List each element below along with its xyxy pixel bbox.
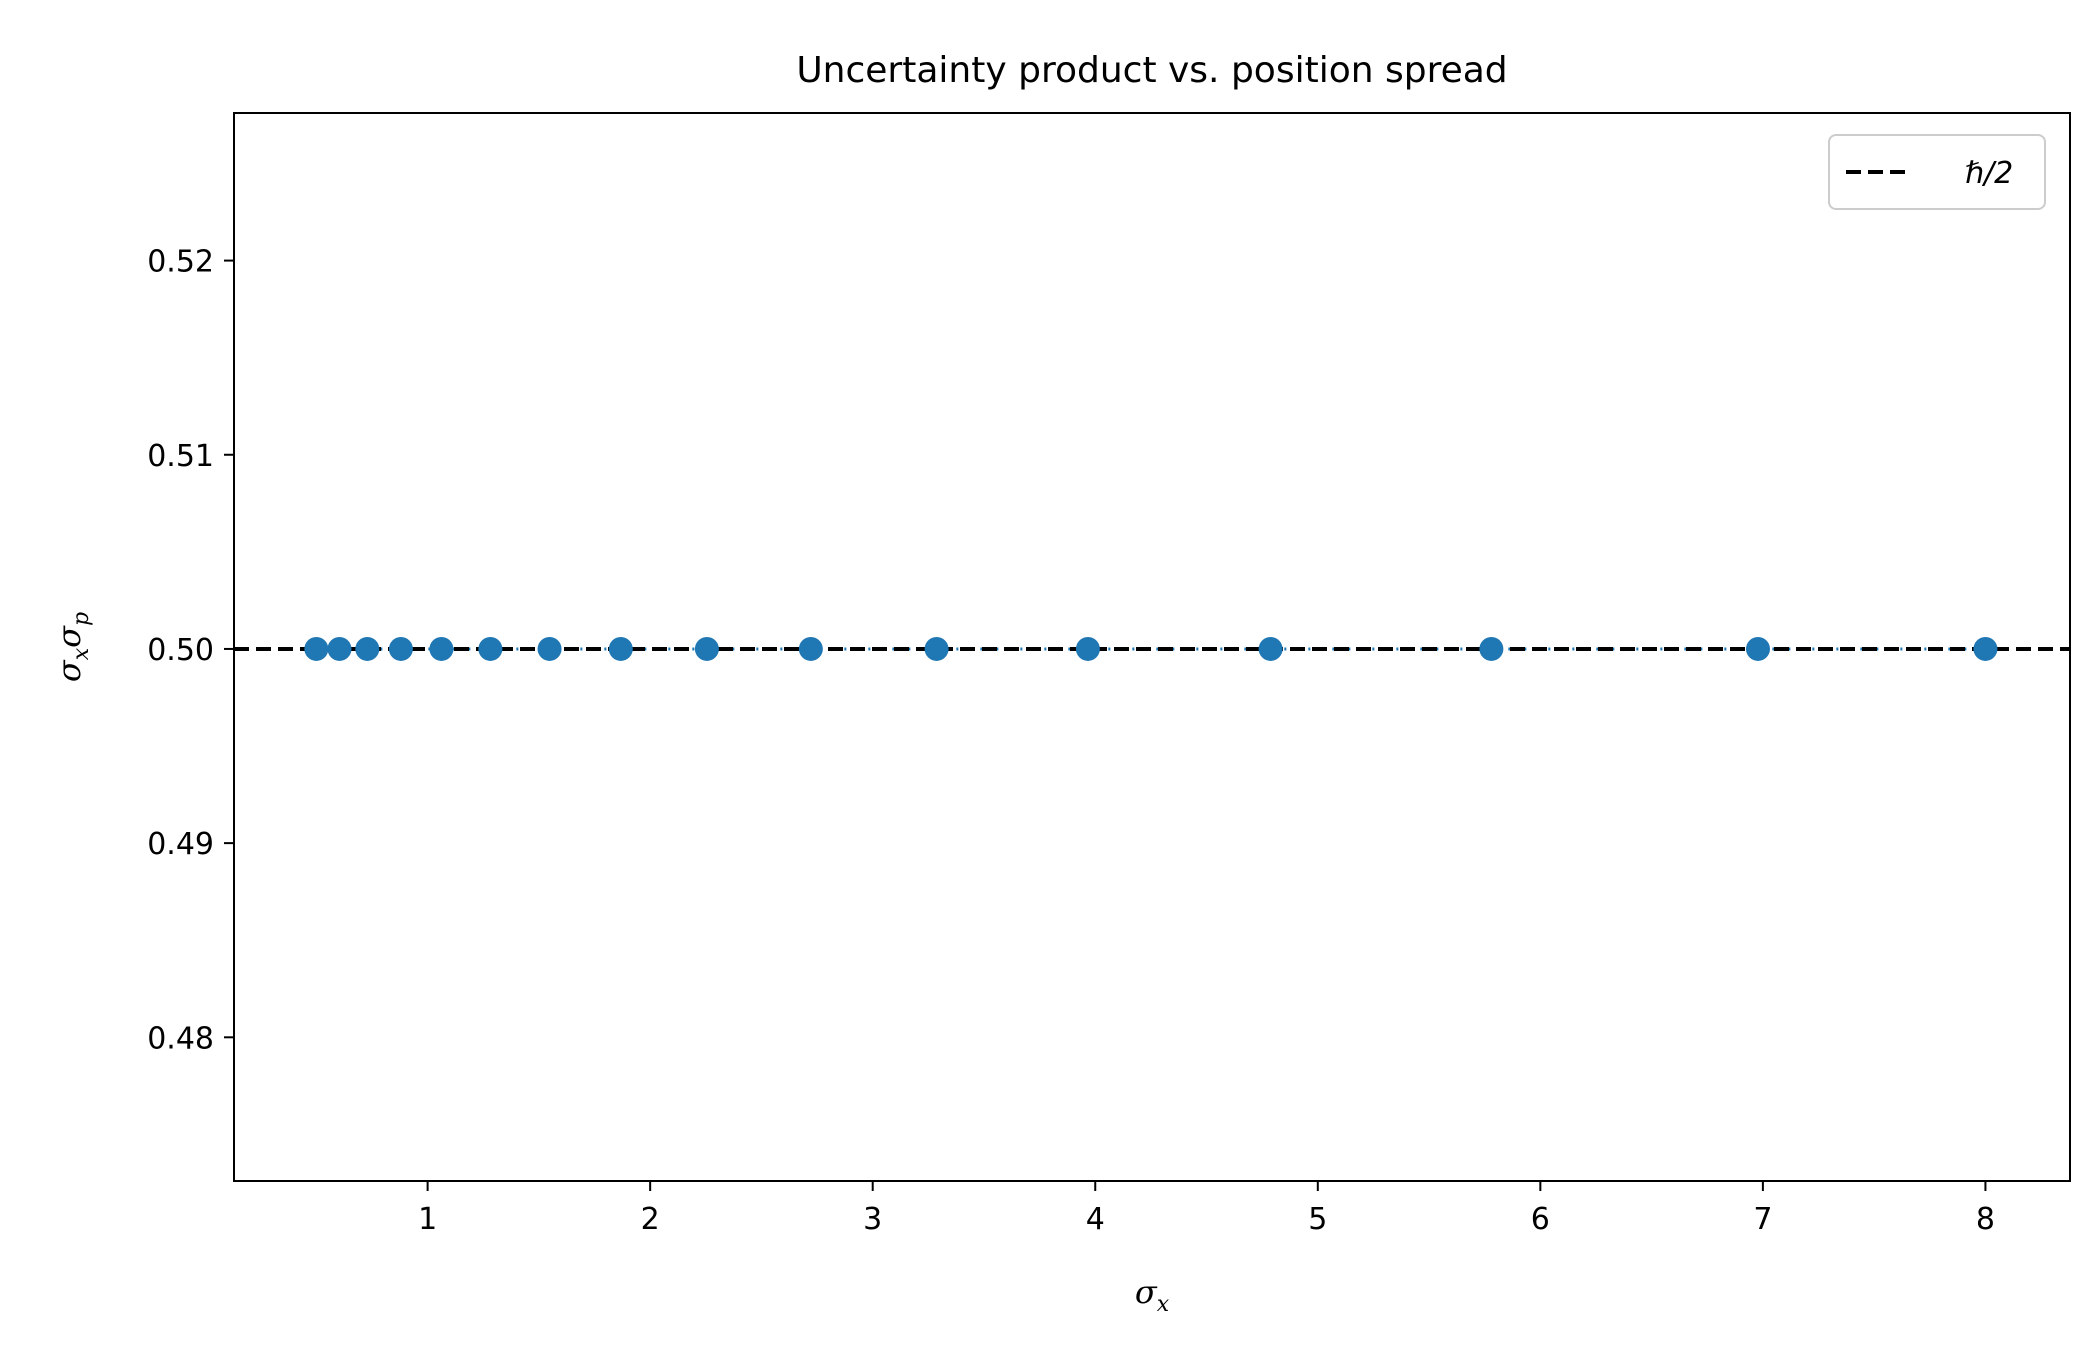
data-point [355, 636, 380, 661]
y-tick-label: 0.52 [147, 245, 214, 280]
data-point [1973, 636, 1998, 661]
data-point [537, 636, 562, 661]
data-point [327, 636, 352, 661]
data-point [1258, 636, 1283, 661]
plot-area [234, 636, 2070, 661]
data-point [1745, 636, 1770, 661]
y-tick-label: 0.50 [147, 633, 214, 668]
legend-box [1828, 134, 2046, 210]
y-tick-label: 0.49 [147, 827, 214, 862]
x-tick-label: 5 [1308, 1202, 1327, 1237]
chart-title: Uncertainty product vs. position spread [796, 50, 1507, 91]
data-point [608, 636, 633, 661]
plot-frame [233, 112, 2071, 1182]
data-point [1075, 636, 1100, 661]
legend: ℏ/2 [1828, 134, 2046, 210]
y-axis: 0.48 0.49 0.50 0.51 0.52 [147, 245, 234, 1056]
data-point [924, 636, 949, 661]
x-tick-label: 2 [641, 1202, 660, 1237]
x-tick-label: 3 [863, 1202, 882, 1237]
x-axis: 1 2 3 4 5 6 7 8 [418, 1181, 1995, 1237]
x-tick-label: 1 [418, 1202, 437, 1237]
data-point [388, 636, 413, 661]
x-tick-label: 6 [1531, 1202, 1550, 1237]
data-point [694, 636, 719, 661]
x-tick-label: 7 [1753, 1202, 1772, 1237]
data-point [478, 636, 503, 661]
y-tick-label: 0.51 [147, 439, 214, 474]
data-point [798, 636, 823, 661]
data-point [1479, 636, 1504, 661]
data-point [429, 636, 454, 661]
x-tick-label: 8 [1976, 1202, 1995, 1237]
y-tick-label: 0.48 [147, 1021, 214, 1056]
data-point [304, 636, 329, 661]
legend-reference-label: ℏ/2 [1965, 156, 2013, 191]
x-tick-label: 4 [1086, 1202, 1105, 1237]
